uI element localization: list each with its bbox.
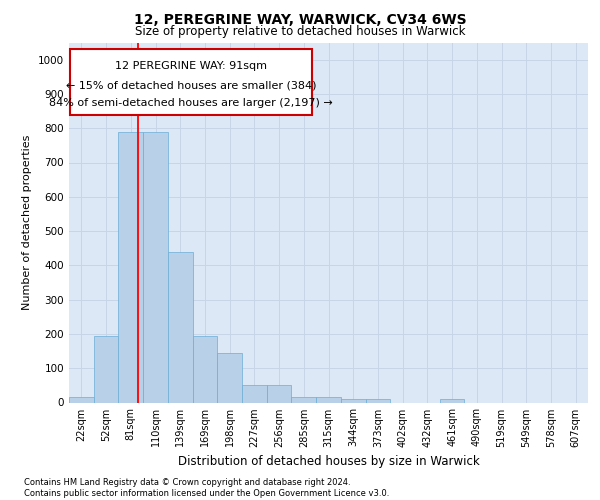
Text: 84% of semi-detached houses are larger (2,197) →: 84% of semi-detached houses are larger (… [49, 98, 333, 108]
Bar [193, 336, 217, 402]
Text: ← 15% of detached houses are smaller (384): ← 15% of detached houses are smaller (38… [66, 80, 317, 90]
FancyBboxPatch shape [70, 50, 313, 114]
Y-axis label: Number of detached properties: Number of detached properties [22, 135, 32, 310]
Bar [242, 386, 267, 402]
Text: 12, PEREGRINE WAY, WARWICK, CV34 6WS: 12, PEREGRINE WAY, WARWICK, CV34 6WS [134, 12, 466, 26]
Bar [267, 386, 292, 402]
Bar [440, 399, 464, 402]
Bar [143, 132, 168, 402]
Bar [217, 354, 242, 403]
Bar [168, 252, 193, 402]
Text: Contains HM Land Registry data © Crown copyright and database right 2024.
Contai: Contains HM Land Registry data © Crown c… [24, 478, 389, 498]
Bar [69, 398, 94, 402]
Bar [292, 398, 316, 402]
Bar [118, 132, 143, 402]
Bar [94, 336, 118, 402]
Text: 12 PEREGRINE WAY: 91sqm: 12 PEREGRINE WAY: 91sqm [115, 60, 268, 70]
Bar [365, 399, 390, 402]
Bar [341, 399, 365, 402]
Text: Size of property relative to detached houses in Warwick: Size of property relative to detached ho… [135, 25, 465, 38]
Bar [316, 398, 341, 402]
X-axis label: Distribution of detached houses by size in Warwick: Distribution of detached houses by size … [178, 455, 479, 468]
